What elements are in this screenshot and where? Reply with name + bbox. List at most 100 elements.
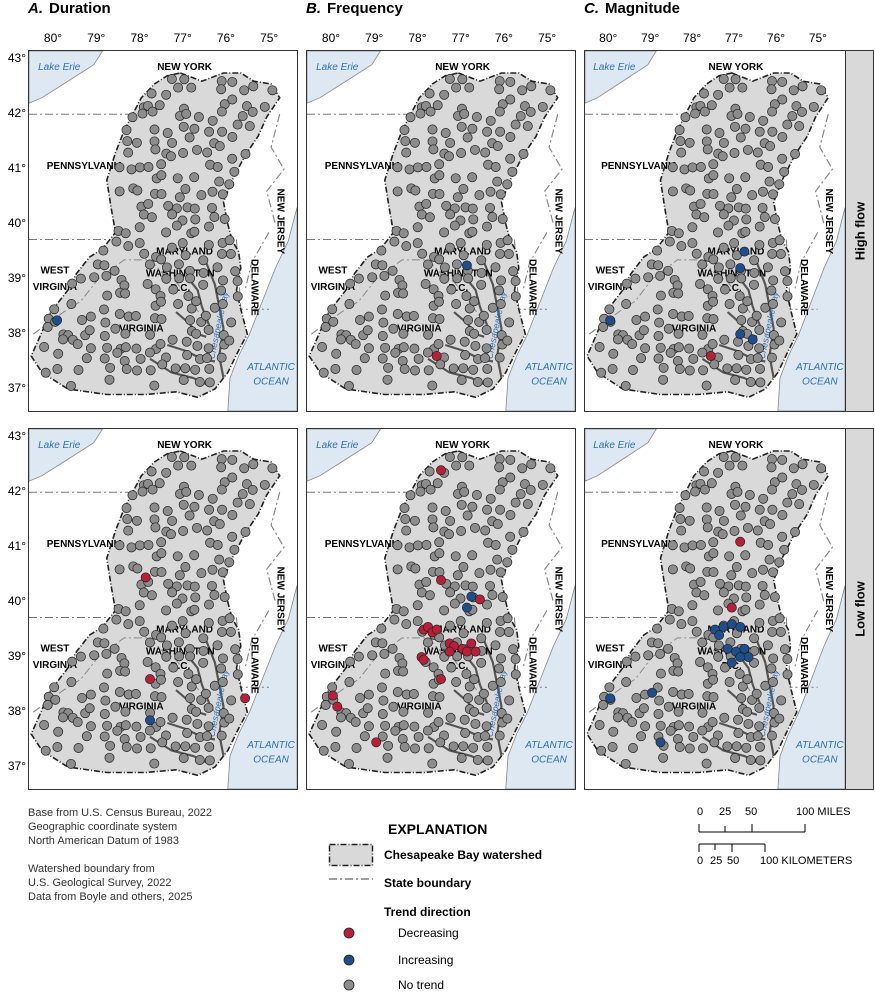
no-trend-site bbox=[100, 695, 111, 706]
no-trend-site bbox=[495, 248, 505, 259]
west-virginia-label-1: WEST bbox=[318, 266, 347, 277]
no-trend-site bbox=[412, 162, 423, 173]
no-trend-site bbox=[731, 562, 742, 572]
no-trend-site bbox=[156, 567, 167, 578]
no-trend-site bbox=[762, 262, 773, 273]
no-trend-site bbox=[458, 363, 469, 374]
no-trend-site bbox=[387, 643, 398, 654]
lake-erie bbox=[307, 51, 381, 104]
virginia-label: VIRGINIA bbox=[119, 701, 163, 712]
no-trend-site bbox=[494, 663, 505, 674]
no-trend-site bbox=[398, 606, 409, 617]
no-trend-site bbox=[537, 479, 548, 490]
no-trend-site bbox=[216, 484, 227, 495]
no-trend-site bbox=[398, 228, 409, 239]
no-trend-site bbox=[782, 654, 793, 665]
no-trend-site bbox=[699, 212, 710, 223]
no-trend-site bbox=[146, 590, 157, 601]
no-trend-site bbox=[768, 299, 778, 309]
no-trend-site bbox=[459, 108, 470, 119]
no-trend-site bbox=[763, 540, 774, 550]
no-trend-site bbox=[189, 226, 200, 237]
no-trend-site bbox=[114, 186, 125, 197]
no-trend-site bbox=[204, 741, 215, 752]
no-trend-site bbox=[99, 260, 110, 271]
no-trend-site bbox=[470, 718, 481, 729]
no-trend-site bbox=[392, 540, 403, 551]
no-trend-site bbox=[741, 742, 752, 753]
no-trend-site bbox=[217, 626, 227, 637]
no-trend-site bbox=[744, 112, 755, 122]
state-boundary bbox=[266, 492, 285, 603]
no-trend-site bbox=[398, 342, 409, 353]
longitude-label: 79° bbox=[365, 31, 384, 45]
map-panel-high-duration: Lake Erie NEW YORK PENNSYLVANIA WEST VIRGINI… bbox=[28, 50, 298, 412]
no-trend-site bbox=[485, 580, 495, 591]
no-trend-site bbox=[774, 335, 785, 346]
no-trend-site bbox=[134, 162, 145, 173]
no-trend-site bbox=[399, 503, 410, 513]
no-trend-site bbox=[120, 228, 131, 239]
no-trend-site bbox=[181, 714, 192, 725]
no-trend-site bbox=[631, 315, 642, 325]
no-trend-site bbox=[182, 728, 193, 738]
scale-miles-50: 50 bbox=[745, 806, 758, 818]
no-trend-site bbox=[768, 677, 778, 687]
no-trend-site bbox=[452, 651, 463, 662]
no-trend-site bbox=[444, 529, 454, 540]
no-trend-site bbox=[189, 501, 200, 512]
no-trend-site bbox=[207, 493, 218, 504]
no-trend-site bbox=[161, 89, 172, 100]
no-trend-site bbox=[409, 343, 420, 354]
no-trend-site bbox=[494, 285, 505, 296]
no-trend-site bbox=[224, 713, 235, 724]
no-trend-site bbox=[191, 674, 202, 685]
no-trend-site bbox=[163, 578, 174, 589]
latitude-label: 38° bbox=[7, 704, 26, 719]
map-svg: Lake Erie NEW YORK PENNSYLVANIA WEST VIRGINI… bbox=[29, 51, 297, 411]
no-trend-site bbox=[665, 725, 676, 736]
map-panel-low-duration: Lake Erie NEW YORK PENNSYLVANIA WEST VIRGINI… bbox=[28, 428, 298, 790]
no-trend-site bbox=[460, 350, 471, 360]
no-trend-site bbox=[658, 374, 669, 385]
no-trend-site bbox=[216, 462, 227, 473]
no-trend-site bbox=[143, 540, 154, 550]
no-trend-site bbox=[53, 726, 64, 737]
no-trend-site bbox=[217, 189, 228, 200]
no-trend-site bbox=[143, 162, 154, 172]
no-trend-site bbox=[226, 695, 237, 706]
no-trend-site bbox=[204, 363, 215, 374]
longitude-label: 80° bbox=[321, 31, 341, 45]
no-trend-site bbox=[545, 85, 556, 96]
virginia-label: VIRGINIA bbox=[672, 323, 716, 334]
no-trend-site bbox=[526, 81, 537, 92]
scale-km-50: 50 bbox=[727, 855, 740, 867]
no-trend-site bbox=[674, 742, 685, 752]
no-trend-site bbox=[66, 299, 77, 309]
no-trend-site bbox=[679, 164, 690, 175]
state-boundary bbox=[266, 114, 285, 225]
no-trend-site bbox=[701, 380, 712, 391]
no-trend-site bbox=[85, 343, 96, 354]
no-trend-site bbox=[318, 367, 329, 378]
no-trend-site bbox=[794, 499, 805, 510]
no-trend-site bbox=[702, 144, 713, 155]
no-trend-site bbox=[471, 112, 482, 122]
no-trend-site bbox=[186, 303, 197, 314]
no-trend-site bbox=[240, 527, 251, 537]
no-trend-site bbox=[767, 76, 777, 87]
new-jersey-label: NEW JERSEY bbox=[823, 567, 834, 633]
no-trend-site bbox=[410, 185, 421, 196]
no-trend-site bbox=[204, 504, 215, 515]
no-trend-site bbox=[515, 111, 526, 122]
no-trend-site bbox=[173, 677, 184, 687]
no-trend-site bbox=[604, 682, 615, 693]
no-trend-site bbox=[49, 682, 60, 693]
no-trend-site bbox=[758, 564, 768, 575]
no-trend-site bbox=[156, 674, 166, 685]
no-trend-site bbox=[99, 638, 110, 649]
no-trend-site bbox=[719, 712, 730, 723]
no-trend-site bbox=[392, 162, 403, 173]
no-trend-site bbox=[687, 600, 698, 611]
no-trend-site bbox=[420, 279, 431, 289]
